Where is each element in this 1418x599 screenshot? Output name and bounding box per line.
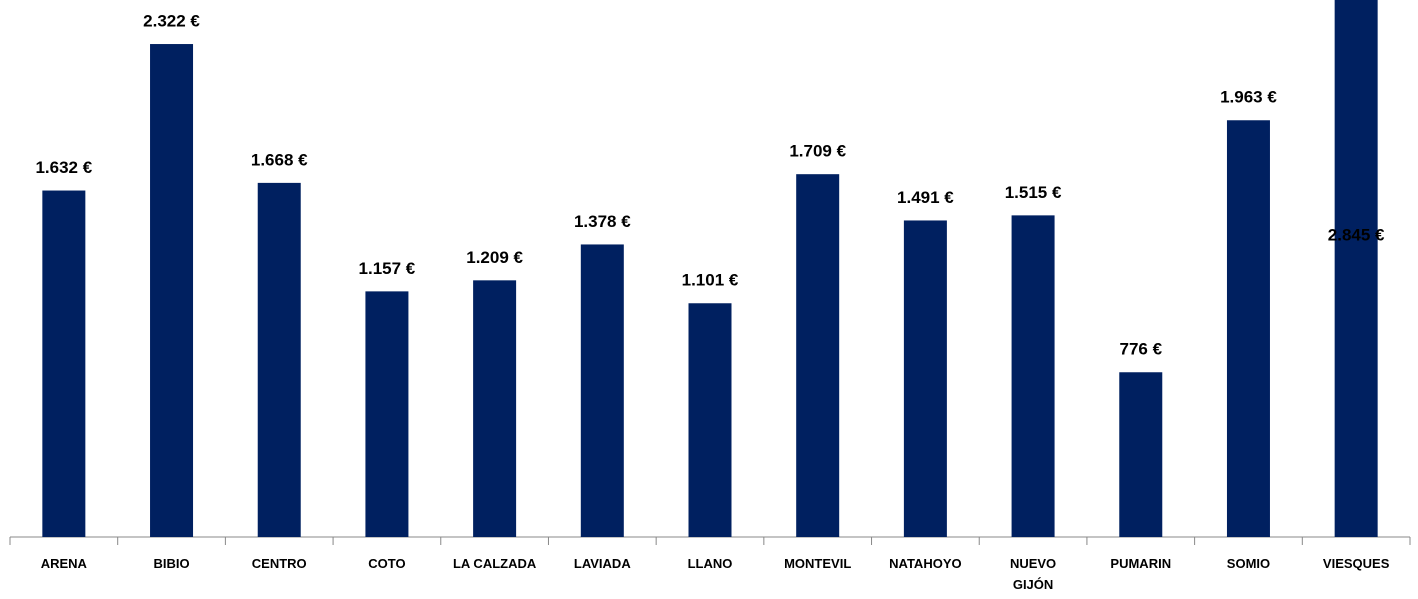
- value-label: 1.709 €: [789, 142, 846, 161]
- bar: [473, 280, 517, 537]
- x-tick-label: BIBIO: [153, 556, 190, 571]
- value-label: 776 €: [1119, 340, 1162, 359]
- x-tick-label: COTO: [368, 556, 406, 571]
- x-tick-label: SOMIO: [1226, 556, 1271, 571]
- x-tick-label: PUMARIN: [1110, 556, 1172, 571]
- x-tick-label: NATAHOYO: [889, 556, 962, 571]
- value-label: 1.632 €: [35, 158, 92, 177]
- value-label: 1.963 €: [1220, 88, 1277, 107]
- x-tick-label: LA CALZADA: [452, 556, 537, 571]
- value-label: 1.378 €: [574, 212, 631, 231]
- bar: [42, 190, 86, 537]
- bar: [688, 303, 732, 537]
- value-label: 1.157 €: [359, 259, 416, 278]
- bar: [365, 291, 409, 537]
- bar: [580, 244, 624, 537]
- value-label: 1.515 €: [1005, 183, 1062, 202]
- x-tick-label: MONTEVIL: [784, 556, 852, 571]
- bar: [1011, 215, 1055, 538]
- bar: [1119, 372, 1163, 537]
- value-label: 1.101 €: [682, 271, 739, 290]
- x-tick-label: CENTRO: [251, 556, 307, 571]
- bar: [1334, 0, 1378, 538]
- bar: [796, 174, 840, 537]
- value-label: 2.845 €: [1328, 225, 1385, 244]
- x-tick-label: ARENA: [40, 556, 87, 571]
- x-tick-label: NUEVO GIJÓN: [1009, 556, 1057, 592]
- bar: [1226, 120, 1270, 537]
- value-label: 1.209 €: [466, 248, 523, 267]
- value-label: 2.322 €: [143, 12, 200, 31]
- bar: [257, 182, 301, 537]
- bar: [150, 44, 194, 537]
- bar: [903, 220, 947, 537]
- value-label: 1.491 €: [897, 188, 954, 207]
- value-label: 1.668 €: [251, 150, 308, 169]
- x-tick-label: LAVIADA: [573, 556, 631, 571]
- x-tick-label: VIESQUES: [1322, 556, 1390, 571]
- x-tick-label: LLANO: [687, 556, 733, 571]
